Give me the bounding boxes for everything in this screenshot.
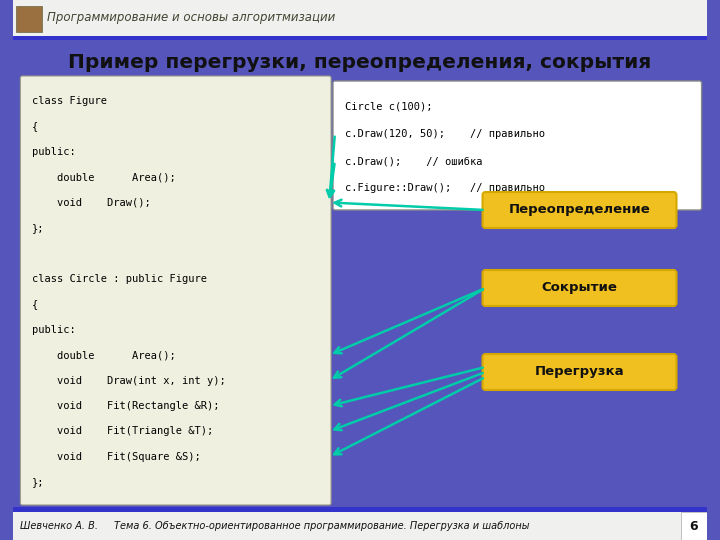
Text: {: {	[32, 121, 38, 131]
Text: Сокрытие: Сокрытие	[541, 281, 618, 294]
Text: c.Draw(120, 50);    // правильно: c.Draw(120, 50); // правильно	[345, 129, 544, 139]
Text: public:: public:	[32, 146, 76, 157]
Text: double      Area();: double Area();	[32, 350, 176, 360]
Text: Перегрузка: Перегрузка	[535, 366, 624, 379]
Text: Переопределение: Переопределение	[508, 204, 650, 217]
Bar	[17, 6, 42, 32]
Text: {: {	[32, 299, 38, 309]
Bar	[13, 512, 707, 540]
Bar	[13, 507, 707, 512]
Bar	[681, 512, 707, 540]
Text: };: };	[32, 477, 45, 487]
Text: void    Draw(int x, int y);: void Draw(int x, int y);	[32, 375, 225, 386]
Text: Circle c(100);: Circle c(100);	[345, 102, 432, 112]
Text: Пример перегрузки, переопределения, сокрытия: Пример перегрузки, переопределения, сокр…	[68, 52, 652, 71]
Text: c.Figure::Draw();   // правильно: c.Figure::Draw(); // правильно	[345, 184, 544, 193]
FancyBboxPatch shape	[333, 81, 701, 210]
Text: Шевченко А. В.: Шевченко А. В.	[20, 521, 99, 531]
Text: public:: public:	[32, 325, 76, 335]
Bar	[13, 36, 707, 40]
Text: void    Fit(Square &S);: void Fit(Square &S);	[32, 452, 201, 462]
FancyBboxPatch shape	[482, 354, 677, 390]
Text: void    Fit(Triangle &T);: void Fit(Triangle &T);	[32, 427, 213, 436]
Text: c.Draw();    // ошибка: c.Draw(); // ошибка	[345, 156, 482, 166]
Text: Тема 6. Объектно-ориентированное программирование. Перегрузка и шаблоны: Тема 6. Объектно-ориентированное програм…	[114, 521, 529, 531]
Text: void    Draw();: void Draw();	[32, 198, 150, 207]
FancyBboxPatch shape	[482, 270, 677, 306]
Text: class Circle : public Figure: class Circle : public Figure	[32, 274, 207, 284]
Text: class Figure: class Figure	[32, 96, 107, 106]
FancyBboxPatch shape	[482, 192, 677, 228]
FancyBboxPatch shape	[20, 76, 331, 505]
Text: 6: 6	[690, 519, 698, 532]
Text: Программирование и основы алгоритмизации: Программирование и основы алгоритмизации	[48, 11, 336, 24]
Text: double      Area();: double Area();	[32, 172, 176, 182]
Text: };: };	[32, 223, 45, 233]
Bar	[13, 0, 707, 36]
Text: void    Fit(Rectangle &R);: void Fit(Rectangle &R);	[32, 401, 220, 411]
